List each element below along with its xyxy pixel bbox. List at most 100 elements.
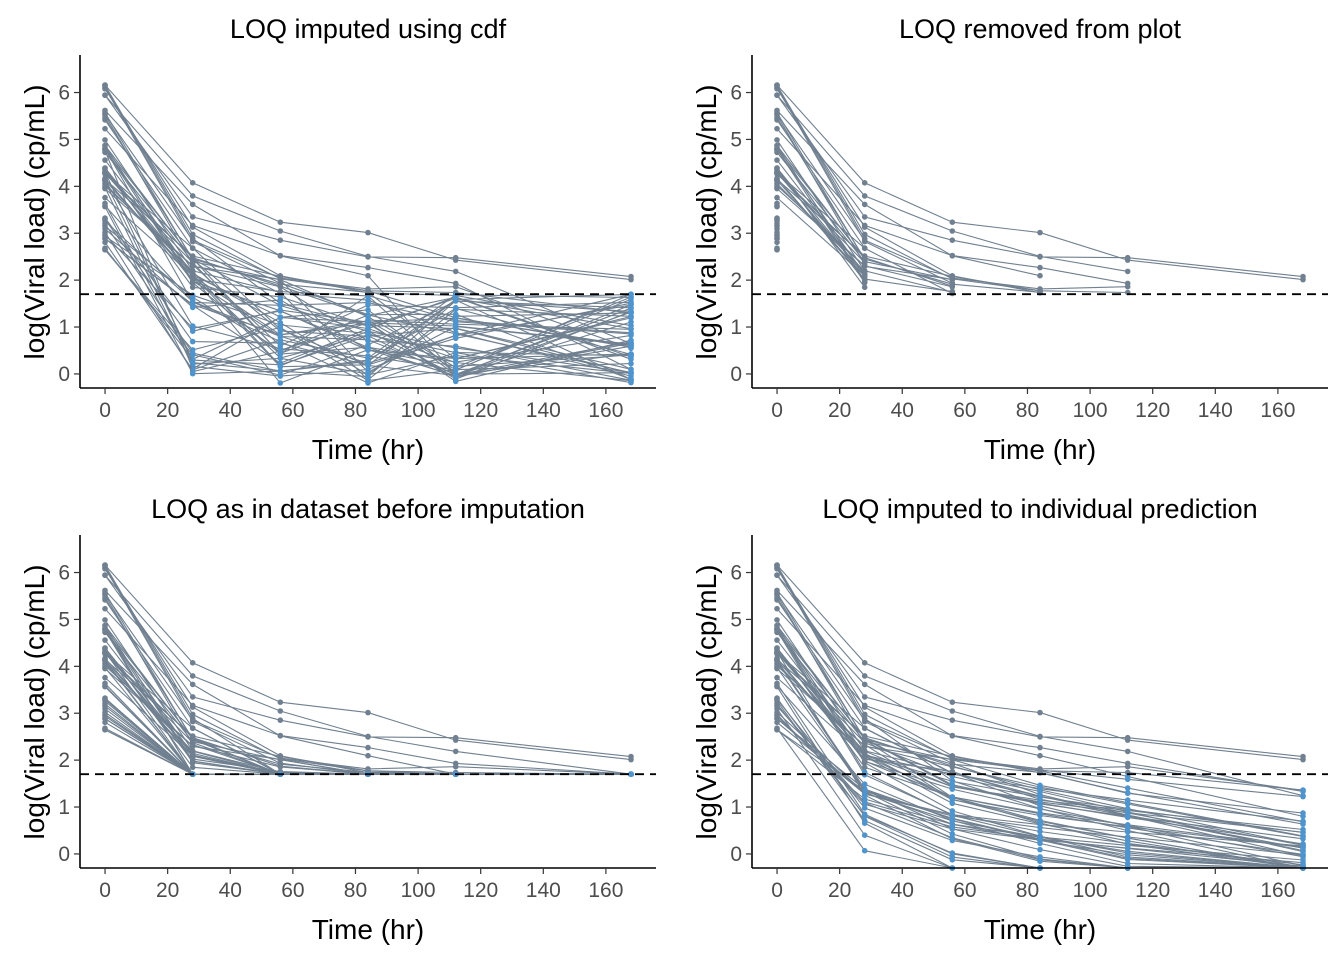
imputed-point — [1037, 782, 1043, 789]
imputed-point — [1300, 848, 1306, 855]
data-point — [102, 649, 108, 656]
data-point — [277, 717, 284, 723]
imputed-point — [949, 786, 956, 792]
y-tick-label: 3 — [58, 702, 70, 725]
data-point — [1037, 254, 1043, 260]
data-point — [861, 673, 868, 679]
data-point — [189, 284, 196, 291]
data-point — [1124, 748, 1131, 755]
imputed-point — [628, 351, 634, 358]
series-line — [104, 85, 632, 330]
x-tick-label: 40 — [891, 879, 914, 902]
imputed-point — [861, 812, 868, 819]
imputed-point — [628, 332, 634, 339]
imputed-point — [189, 323, 196, 329]
data-point — [1300, 756, 1306, 763]
imputed-point — [365, 377, 371, 384]
imputed-point — [1300, 788, 1306, 795]
data-point — [277, 276, 284, 283]
imputed-point — [1300, 821, 1306, 827]
series-line — [776, 627, 1304, 845]
data-point — [102, 157, 108, 163]
data-point — [774, 629, 780, 636]
series-line — [104, 148, 632, 335]
data-point — [189, 224, 196, 230]
data-point — [102, 203, 108, 210]
data-point — [949, 276, 956, 283]
x-tick-label: 60 — [953, 879, 976, 902]
x-tick-label: 160 — [588, 399, 623, 422]
imputed-point — [1300, 792, 1306, 799]
chart-loq-imputed-cdf: LOQ imputed using cdf log(Viral load) (c… — [19, 14, 656, 465]
data-point — [1037, 744, 1043, 751]
y-tick-label: 6 — [730, 562, 742, 585]
series-line — [104, 217, 632, 382]
y-tick-label: 4 — [730, 175, 742, 198]
x-axis-label: Time (hr) — [984, 914, 1097, 945]
x-tick-label: 0 — [771, 879, 783, 902]
imputed-point — [277, 372, 284, 378]
series-line — [104, 574, 632, 775]
plot-area: 0 20 40 60 80 100 120 140 160 0 1 2 3 4 5 6 — [58, 55, 656, 422]
x-tick-label: 60 — [953, 399, 976, 422]
data-point — [365, 744, 371, 751]
data-point — [189, 756, 196, 762]
data-point — [102, 247, 108, 253]
imputed-point — [277, 333, 284, 340]
y-tick-label: 2 — [730, 269, 742, 292]
imputed-point — [628, 771, 634, 777]
series-line — [776, 574, 1304, 758]
x-tick-label: 140 — [526, 399, 561, 422]
imputed-point — [1124, 827, 1131, 834]
data-point — [861, 224, 868, 230]
data-point — [861, 214, 868, 220]
y-axis-label: log(Viral load) (cp/mL) — [19, 565, 50, 840]
data-point — [189, 725, 196, 732]
imputed-point — [452, 371, 459, 378]
series-line — [104, 223, 632, 378]
x-tick-label: 20 — [156, 879, 179, 902]
data-point — [949, 717, 956, 723]
data-point — [774, 169, 780, 176]
data-point — [861, 276, 868, 282]
series-line — [776, 84, 1304, 281]
imputed-point — [1037, 787, 1043, 793]
data-point — [774, 597, 780, 603]
imputed-point — [452, 343, 459, 350]
imputed-point — [949, 778, 956, 784]
data-point — [1124, 257, 1131, 263]
plot-area: 0 20 40 60 80 100 120 140 160 0 1 2 3 4 5 6 — [730, 535, 1328, 902]
x-tick-label: 0 — [771, 399, 783, 422]
series-line — [776, 568, 1304, 825]
data-point — [774, 563, 780, 569]
data-point — [102, 83, 108, 89]
imputed-point — [452, 364, 459, 371]
imputed-point — [1037, 837, 1043, 844]
data-point — [102, 703, 108, 709]
y-tick-label: 5 — [730, 608, 742, 631]
data-point — [365, 709, 371, 716]
imputed-point — [1300, 842, 1306, 848]
imputed-point — [1124, 773, 1131, 780]
data-point — [949, 753, 956, 759]
data-point — [102, 223, 108, 229]
data-point — [861, 704, 868, 710]
x-tick-label: 20 — [828, 399, 851, 422]
data-point — [861, 201, 868, 208]
data-point — [774, 117, 780, 123]
imputed-point — [949, 821, 956, 828]
data-point — [102, 92, 108, 98]
data-point — [102, 629, 108, 636]
imputed-point — [628, 313, 634, 320]
data-point — [102, 625, 108, 632]
imputed-point — [861, 820, 868, 826]
data-point — [189, 268, 196, 275]
y-tick-label: 1 — [730, 796, 742, 819]
chart-loq-removed: LOQ removed from plot log(Viral load) (c… — [691, 14, 1328, 465]
data-point — [102, 572, 108, 578]
series-line — [776, 721, 1304, 856]
data-point — [102, 617, 108, 623]
y-tick-label: 0 — [730, 363, 742, 386]
data-point — [277, 219, 284, 225]
y-tick-label: 4 — [58, 175, 70, 198]
